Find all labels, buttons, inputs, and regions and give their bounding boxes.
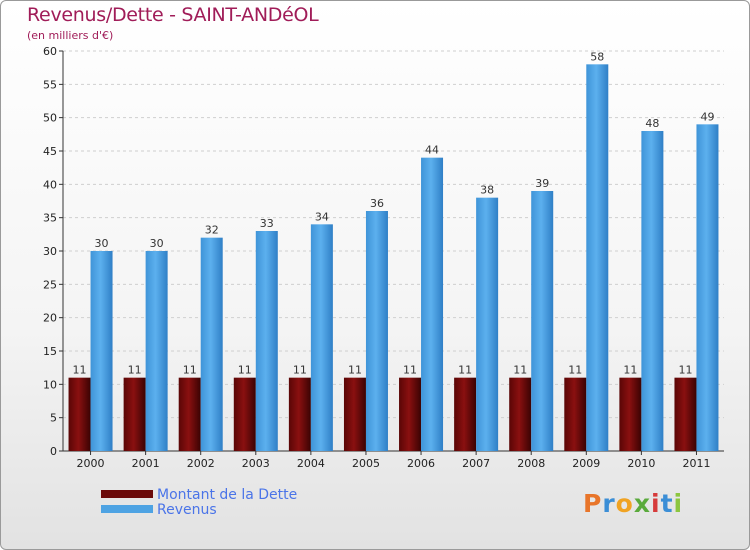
data-label-dette: 11 [678, 364, 692, 377]
data-label-revenus: 33 [260, 217, 274, 230]
data-label-dette: 11 [183, 364, 197, 377]
data-label-dette: 11 [403, 364, 417, 377]
data-label-revenus: 48 [645, 117, 659, 130]
data-label-revenus: 30 [95, 237, 109, 250]
logo-letter: P [583, 489, 603, 518]
data-label-dette: 11 [513, 364, 527, 377]
y-tick-label: 25 [43, 278, 57, 291]
x-tick-label: 2003 [242, 457, 270, 470]
legend-swatch-revenus [101, 505, 153, 513]
bar-revenus [476, 197, 499, 451]
bars-layer [68, 64, 719, 452]
x-tick-label: 2001 [132, 457, 160, 470]
bar-dette [233, 377, 256, 451]
bar-revenus [586, 64, 609, 452]
bar-dette [509, 377, 532, 451]
data-label-revenus: 38 [480, 184, 494, 197]
y-tick-label: 50 [43, 112, 57, 125]
y-tick-label: 10 [43, 378, 57, 391]
axis-layer: 0 5 10 15 20 25 30 35 40 45 50 55 60 2000 2001 2002 2003… [43, 45, 724, 470]
bar-revenus [531, 191, 554, 451]
logo-letter: i [651, 489, 661, 518]
y-tick-label: 0 [50, 445, 57, 458]
bar-revenus [641, 131, 664, 451]
data-label-revenus: 34 [315, 210, 329, 223]
chart-subtitle: (en milliers d'€) [27, 29, 114, 42]
data-label-dette: 11 [238, 364, 252, 377]
chart-title: Revenus/Dette - SAINT-ANDéOL [27, 4, 319, 26]
x-tick-label: 2004 [297, 457, 325, 470]
bar-revenus [310, 224, 333, 451]
bar-dette [343, 377, 366, 451]
legend-label-dette: Montant de la Dette [157, 487, 298, 503]
x-tick-label: 2002 [187, 457, 215, 470]
bar-revenus [696, 124, 719, 451]
data-label-dette: 11 [623, 364, 637, 377]
bar-dette [454, 377, 477, 451]
bar-revenus [365, 211, 388, 451]
logo-letter: t [660, 489, 674, 518]
labels-layer: 11 30 11 30 11 32 11 33 11 34 11 36 11 44 11 38 11 39 11 58… [73, 50, 715, 376]
data-label-revenus: 32 [205, 224, 219, 237]
data-label-dette: 11 [128, 364, 142, 377]
logo-letter: x [633, 489, 651, 518]
y-tick-label: 30 [43, 245, 57, 258]
bar-dette [619, 377, 642, 451]
x-tick-label: 2009 [572, 457, 600, 470]
data-label-revenus: 39 [535, 177, 549, 190]
x-tick-label: 2010 [627, 457, 655, 470]
y-tick-label: 60 [43, 45, 57, 58]
y-tick-label: 45 [43, 145, 57, 158]
y-tick-label: 15 [43, 345, 57, 358]
data-label-revenus: 58 [590, 50, 604, 63]
x-tick-label: 2006 [407, 457, 435, 470]
bar-revenus [255, 231, 278, 451]
bar-dette [399, 377, 422, 451]
data-label-dette: 11 [568, 364, 582, 377]
data-label-revenus: 49 [700, 110, 714, 123]
legend-swatch-dette [101, 490, 153, 498]
y-tick-label: 35 [43, 212, 57, 225]
bar-revenus [421, 157, 444, 451]
bar-dette [178, 377, 201, 451]
proxiti-logo: Proxiti [583, 489, 683, 518]
bar-dette [674, 377, 697, 451]
bar-revenus [90, 251, 113, 451]
x-tick-label: 2011 [682, 457, 710, 470]
bar-revenus [200, 237, 223, 451]
data-label-revenus: 30 [150, 237, 164, 250]
y-tick-label: 5 [50, 412, 57, 425]
x-tick-label: 2008 [517, 457, 545, 470]
bar-dette [288, 377, 311, 451]
y-tick-label: 20 [43, 312, 57, 325]
bar-dette [68, 377, 91, 451]
logo-letter: i [673, 489, 684, 518]
bar-dette [123, 377, 146, 451]
data-label-revenus: 44 [425, 144, 439, 157]
data-label-dette: 11 [458, 364, 472, 377]
y-tick-label: 40 [43, 178, 57, 191]
logo-letter: o [615, 489, 634, 518]
bar-revenus [145, 251, 168, 451]
logo-letter: r [602, 489, 616, 518]
data-label-revenus: 36 [370, 197, 384, 210]
x-tick-label: 2000 [77, 457, 105, 470]
data-label-dette: 11 [73, 364, 87, 377]
grid-layer [63, 50, 724, 419]
x-tick-label: 2007 [462, 457, 490, 470]
data-label-dette: 11 [293, 364, 307, 377]
x-tick-label: 2005 [352, 457, 380, 470]
bar-dette [564, 377, 587, 451]
y-tick-label: 55 [43, 78, 57, 91]
legend-label-revenus: Revenus [157, 502, 217, 518]
data-label-dette: 11 [348, 364, 362, 377]
